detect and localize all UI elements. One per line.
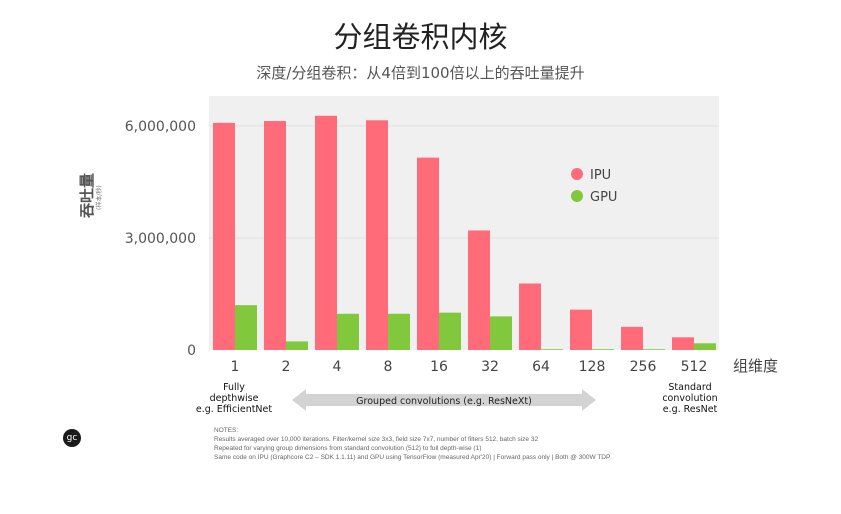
left-caption-line: Fully	[223, 382, 245, 393]
x-tick-label: 8	[384, 359, 393, 375]
bar-gpu	[694, 343, 716, 350]
right-caption-line: Standard	[668, 382, 712, 393]
y-tick-label: 3,000,000	[125, 231, 196, 247]
left-caption-line: e.g. EfficientNet	[195, 404, 273, 415]
bar-ipu	[672, 337, 694, 350]
x-tick-label: 128	[579, 359, 606, 375]
left-caption-line: depthwise	[209, 393, 259, 404]
plot-background	[209, 96, 719, 350]
middle-caption: Grouped convolutions (e.g. ResNeXt)	[356, 396, 532, 407]
x-tick-label: 512	[681, 359, 708, 375]
notes-line: Repeated for varying group dimensions fr…	[214, 445, 482, 452]
x-tick-label: 1	[231, 359, 240, 375]
right-caption-line: convolution	[662, 393, 718, 404]
bar-gpu	[439, 312, 461, 350]
x-tick-label: 16	[430, 359, 448, 375]
bar-ipu	[570, 309, 592, 350]
bar-ipu	[213, 122, 235, 350]
legend-marker-gpu	[571, 190, 583, 202]
bar-gpu	[235, 305, 257, 350]
legend-label-gpu: GPU	[590, 190, 617, 205]
bar-ipu	[315, 115, 337, 350]
left-caption: Fully depthwise e.g. EfficientNet	[188, 382, 280, 415]
chart-subtitle: 深度/分组卷积：从4倍到100倍以上的吞吐量提升	[256, 64, 585, 82]
bar-ipu	[417, 157, 439, 350]
chart-title: 分组卷积内核	[333, 20, 508, 54]
graphcore-logo: gc	[63, 429, 81, 447]
notes-line: Results averaged over 10,000 iterations.…	[214, 436, 539, 443]
y-axis-label-group: 吞吐量 (样本/秒)	[76, 170, 112, 230]
bar-gpu	[643, 349, 665, 350]
x-tick-label: 4	[333, 359, 342, 375]
bar-ipu	[621, 326, 643, 350]
legend-marker-ipu	[571, 168, 583, 180]
bar-gpu	[286, 341, 308, 350]
bar-gpu	[592, 349, 614, 350]
right-caption-line: e.g. ResNet	[662, 404, 718, 415]
x-tick-label: 2	[282, 359, 291, 375]
notes-line: NOTES:	[214, 427, 239, 434]
y-axis-sublabel: (样本/秒)	[96, 185, 103, 210]
bar-ipu	[519, 283, 541, 350]
notes-line: Same code on IPU (Graphcore C2 – SDK 1.1…	[214, 454, 611, 461]
bar-ipu	[366, 120, 388, 350]
notes-block: NOTES: Results averaged over 10,000 iter…	[214, 426, 610, 462]
x-tick-label: 32	[481, 359, 499, 375]
legend-label-ipu: IPU	[590, 168, 611, 183]
bar-gpu	[541, 349, 563, 350]
grouped-range-arrow	[292, 389, 596, 411]
bar-gpu	[337, 313, 359, 350]
x-tick-label: 64	[532, 359, 550, 375]
right-caption: Standard convolution e.g. ResNet	[648, 382, 732, 415]
y-tick-label: 6,000,000	[125, 119, 196, 135]
bar-ipu	[264, 121, 286, 350]
x-axis-label: 组维度	[733, 357, 778, 375]
y-tick-label: 0	[187, 343, 196, 359]
x-tick-label: 256	[630, 359, 657, 375]
bar-gpu	[388, 313, 410, 350]
bar-gpu	[490, 316, 512, 350]
bar-ipu	[468, 230, 490, 350]
